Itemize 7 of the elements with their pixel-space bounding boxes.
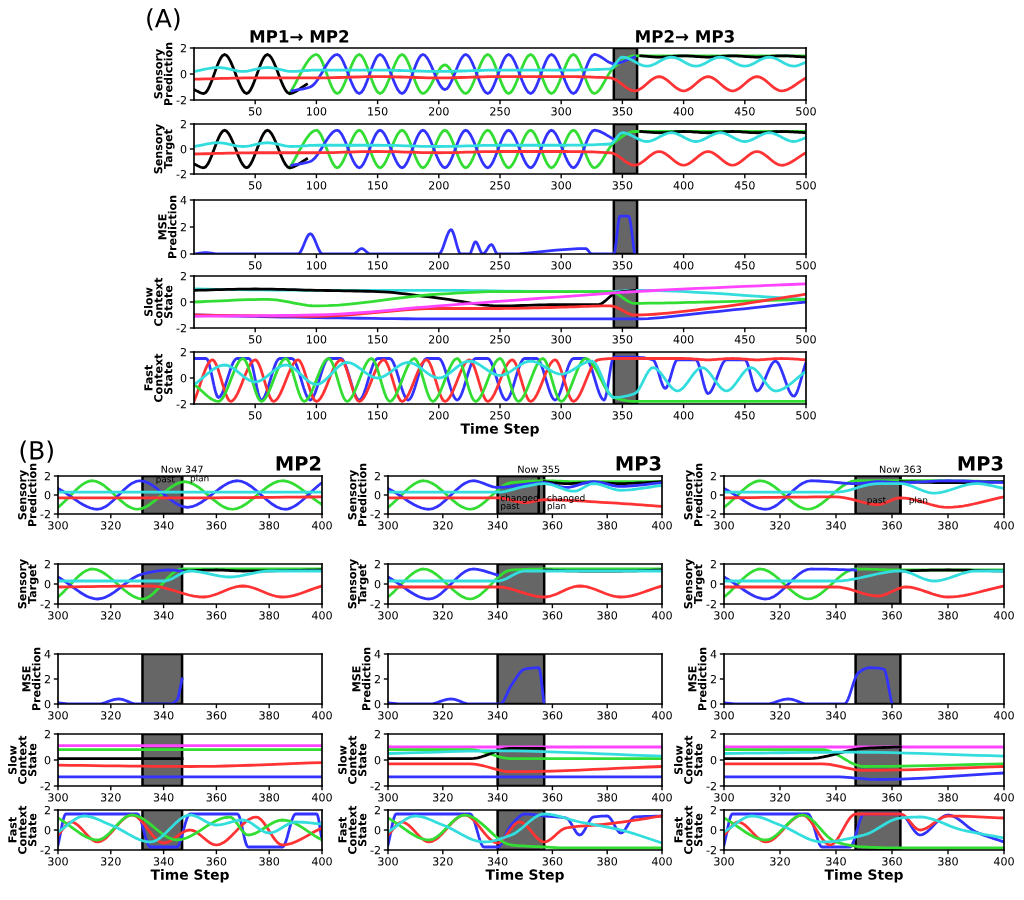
text: MP2→ MP3 (636, 30, 734, 43)
text: MP1→ MP2 (250, 30, 349, 43)
chart-title: MP2 (276, 456, 321, 471)
chart-title: MP3 (616, 456, 661, 471)
text: (A) (147, 8, 180, 31)
text: (B) (20, 440, 53, 463)
chart-title: MP3 (958, 456, 1003, 471)
